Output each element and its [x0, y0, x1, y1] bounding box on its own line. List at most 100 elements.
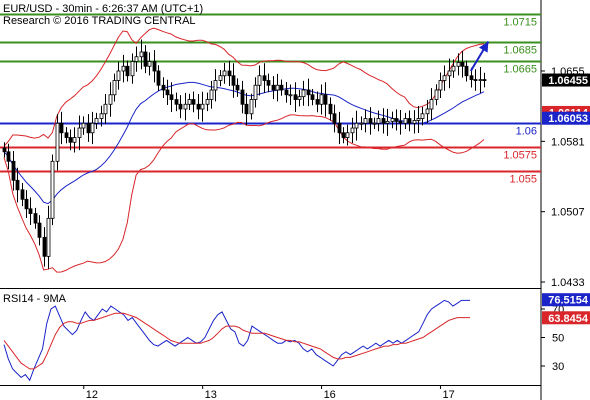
price-tick-label: 1.0581 — [551, 136, 585, 148]
candle-body — [372, 122, 377, 125]
candle-body — [407, 118, 412, 124]
candle-body — [249, 99, 254, 115]
candle-body — [412, 120, 417, 124]
bollinger-bands — [3, 27, 485, 273]
candle-body — [478, 79, 483, 81]
candle-body — [200, 103, 205, 110]
candle-body — [266, 80, 271, 86]
candle-body — [121, 65, 126, 72]
candle-body — [222, 70, 227, 77]
candle-body — [130, 61, 135, 77]
candle-body — [108, 94, 113, 105]
candle-body — [165, 89, 170, 96]
candle-body — [227, 70, 232, 77]
candle-body — [213, 80, 218, 91]
candle-body — [460, 62, 465, 67]
candle-body — [147, 61, 152, 67]
candle-body — [451, 65, 456, 72]
candle-body — [297, 96, 302, 100]
candle-body — [174, 99, 179, 105]
level-label: 1.0665 — [503, 64, 537, 76]
candle-body — [68, 137, 73, 143]
candle-body — [363, 118, 368, 124]
candle-body — [257, 75, 262, 86]
candle-body — [416, 118, 421, 121]
candle-body — [112, 80, 117, 96]
chart-header-line2: Research © 2016 TRADING CENTRAL — [3, 15, 196, 27]
time-tick-label: 12 — [86, 389, 98, 400]
candle-body — [59, 122, 64, 134]
candle-body — [139, 51, 144, 58]
candle-body — [381, 118, 386, 124]
candle-body — [99, 113, 104, 119]
candle-body — [438, 80, 443, 91]
rsi-tick-label: 50 — [552, 333, 564, 345]
level-label: 1.0575 — [503, 150, 537, 162]
candle-body — [183, 103, 188, 110]
candle-body — [284, 89, 289, 96]
candle-body — [187, 99, 192, 105]
candle-body — [398, 120, 403, 124]
time-tick-label: 13 — [205, 389, 217, 400]
candle-body — [90, 122, 95, 134]
chart-header-line1: EUR/USD - 30min - 6:26:37 AM (UTC+1) — [3, 3, 203, 15]
candle-body — [323, 94, 328, 105]
candle-body — [169, 94, 174, 100]
level-label: 1.055 — [509, 174, 537, 186]
price-badge-label: 1.06455 — [548, 75, 588, 87]
candle-body — [469, 75, 474, 80]
candle-body — [15, 179, 20, 191]
candle-body — [288, 94, 293, 97]
candle-body — [337, 122, 342, 134]
arrow-head — [478, 41, 489, 53]
time-tick-label: 16 — [324, 389, 336, 400]
rsi-badge-label: 76.5154 — [548, 295, 589, 307]
candle-body — [341, 132, 346, 138]
rsi-title: RSI14 - 9MA — [3, 293, 67, 305]
rsi-tick-label: 30 — [552, 361, 564, 373]
candle-body — [253, 84, 258, 100]
candle-body — [394, 118, 399, 122]
candle-body — [72, 137, 77, 143]
candle-body — [240, 89, 245, 105]
time-tick-label: 17 — [442, 389, 454, 400]
candle-body — [376, 118, 381, 124]
candle-body — [345, 132, 350, 138]
candle-body — [244, 103, 249, 115]
bollinger-upper — [3, 27, 485, 147]
candle-body — [403, 118, 408, 124]
rsi-lines — [3, 299, 470, 382]
level-lines: 1.0715 1.0685 1.0665 1.06 1.0575 1.055 — [0, 13, 541, 186]
level-label: 1.0715 — [503, 17, 537, 29]
candle-body — [231, 75, 236, 86]
candle-body — [156, 70, 161, 86]
price-badge-label: 1.06053 — [548, 113, 588, 125]
candle-body — [178, 103, 183, 110]
candle-body — [134, 56, 139, 62]
candle-body — [262, 75, 267, 81]
candle-body — [191, 99, 196, 105]
candle-body — [368, 118, 373, 124]
candle-body — [350, 127, 355, 134]
candle-body — [293, 94, 298, 100]
candle-body — [319, 94, 324, 105]
candle-body — [50, 160, 55, 219]
candle-body — [20, 189, 25, 200]
candle-body — [429, 99, 434, 110]
forecast-arrow — [469, 41, 490, 72]
candle-body — [301, 89, 306, 98]
candle-body — [442, 75, 447, 81]
candle-body — [24, 198, 29, 210]
candles — [2, 39, 487, 269]
candle-body — [196, 103, 201, 110]
candle-body — [116, 70, 121, 81]
price-tick-label: 1.0433 — [551, 277, 585, 289]
candle-body — [42, 236, 47, 257]
candle-body — [33, 213, 38, 224]
price-tick-label: 1.0507 — [551, 207, 585, 219]
candle-body — [55, 122, 60, 162]
candle-body — [482, 79, 487, 81]
rsi-badge — [542, 311, 590, 325]
